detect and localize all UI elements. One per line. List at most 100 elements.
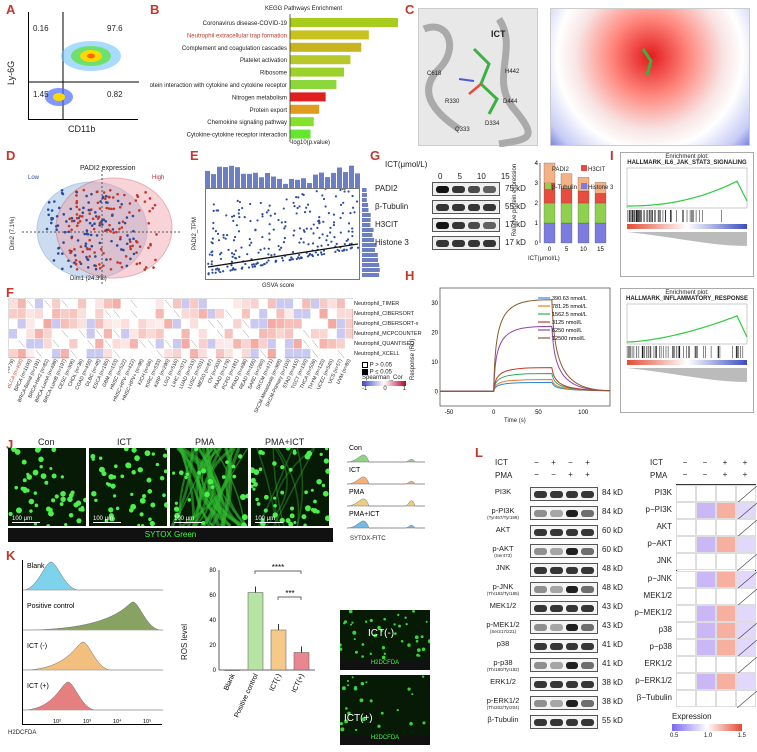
l-blot-image bbox=[530, 658, 598, 672]
g-stack-segment bbox=[577, 202, 590, 224]
ns-mark bbox=[173, 309, 181, 318]
scatter-point bbox=[312, 223, 315, 226]
scatter-point bbox=[210, 263, 213, 266]
ros-cell bbox=[344, 719, 348, 724]
cell-dot bbox=[231, 464, 236, 469]
ns-mark bbox=[35, 349, 43, 358]
l-band bbox=[549, 700, 563, 707]
marginal-bar bbox=[325, 177, 330, 188]
heatmap-cell bbox=[302, 309, 311, 319]
cell-dot bbox=[134, 455, 140, 461]
lh-cell bbox=[676, 638, 696, 656]
l-band bbox=[549, 510, 563, 517]
scatter-point bbox=[236, 199, 239, 202]
pca-point bbox=[131, 244, 134, 248]
ros-cell bbox=[420, 635, 424, 639]
pca-point bbox=[94, 255, 97, 258]
cell-dot bbox=[28, 498, 35, 505]
j-stain-bar: SYTOX Green bbox=[8, 528, 333, 542]
ns-mark bbox=[311, 349, 319, 358]
cell-dot bbox=[109, 515, 115, 522]
kegg-category-label: Platelet activation bbox=[240, 58, 287, 64]
cell-dot bbox=[48, 510, 54, 517]
cell-dot bbox=[258, 467, 263, 472]
kegg-category-label: Viral protein interaction with cytokine … bbox=[150, 83, 287, 89]
ros-stain-2: H2DCFDA bbox=[340, 735, 430, 745]
l-blot-label: p-AKT bbox=[492, 544, 514, 553]
cell-dot bbox=[115, 506, 120, 511]
ns-mark bbox=[208, 319, 215, 328]
lh-cell bbox=[676, 536, 696, 554]
g-stack-segment bbox=[594, 182, 607, 194]
scatter-point bbox=[229, 269, 232, 272]
heatmap-cell bbox=[198, 319, 207, 329]
cell-dot bbox=[140, 524, 145, 526]
scatter-point bbox=[345, 248, 348, 251]
scatter-point bbox=[326, 234, 329, 237]
ros-xtick: Blank bbox=[223, 672, 237, 691]
scatter-point bbox=[219, 270, 222, 274]
marginal-bar bbox=[362, 273, 380, 277]
l-blot-label: p-ERK1/2 bbox=[486, 696, 520, 705]
net-strand bbox=[195, 448, 232, 526]
cell-dot bbox=[201, 521, 206, 525]
scatter-point bbox=[241, 266, 244, 269]
pca-point bbox=[120, 226, 124, 229]
marginal-bar bbox=[277, 178, 282, 188]
residue-2: H442 bbox=[505, 69, 520, 75]
pca-point bbox=[118, 205, 122, 209]
marginal-bar bbox=[337, 167, 342, 188]
l-blot-image bbox=[530, 544, 598, 558]
heatmap-cell bbox=[285, 329, 294, 339]
lh-row-label: p−ERK1/2 bbox=[635, 676, 672, 686]
pca-point bbox=[105, 258, 108, 261]
lh-cell bbox=[676, 656, 696, 673]
cell-dot bbox=[38, 456, 44, 463]
pca-point bbox=[93, 251, 96, 254]
pca-point bbox=[81, 250, 85, 254]
ros-cell bbox=[400, 639, 404, 643]
g-ytick: 0 bbox=[535, 241, 539, 247]
scatter-point bbox=[234, 268, 237, 271]
cell-dot bbox=[325, 468, 329, 474]
kegg-bar bbox=[290, 42, 362, 52]
l-band bbox=[534, 529, 547, 536]
heatmap-cell bbox=[276, 349, 285, 359]
g-band bbox=[483, 222, 496, 229]
scatter-point bbox=[214, 230, 218, 233]
heatmap-cell bbox=[86, 319, 95, 329]
ros-cell bbox=[409, 722, 413, 726]
scatter-point bbox=[210, 251, 213, 254]
heatmap-cell bbox=[26, 349, 35, 359]
ns-mark bbox=[61, 299, 69, 308]
cell-dot bbox=[128, 507, 134, 513]
g-band bbox=[451, 186, 465, 193]
cell-dot bbox=[273, 504, 277, 508]
cell-dot bbox=[324, 448, 329, 451]
heatmap-cell bbox=[276, 329, 285, 339]
heatmap-cell bbox=[103, 349, 112, 359]
heatmap-cell bbox=[86, 329, 95, 339]
pca-point bbox=[151, 207, 155, 210]
ns-mark bbox=[104, 309, 112, 318]
gsea-rank-bar bbox=[627, 224, 747, 229]
cell-dot bbox=[184, 475, 188, 480]
cell-dot bbox=[288, 521, 294, 526]
cell-dot bbox=[324, 515, 329, 522]
scatter-point bbox=[261, 235, 264, 239]
scatter-point bbox=[305, 206, 308, 209]
scatter-point bbox=[263, 247, 266, 250]
pca-point bbox=[70, 216, 74, 220]
heatmap-cell bbox=[138, 319, 147, 329]
ros-cell bbox=[353, 687, 358, 691]
lh-colorbar bbox=[672, 724, 742, 731]
cell-dot bbox=[321, 483, 326, 488]
net-strand bbox=[296, 448, 304, 526]
pca-point bbox=[73, 254, 77, 257]
lh-diag bbox=[736, 639, 757, 658]
cell-dot bbox=[280, 465, 285, 470]
scatter-point bbox=[320, 244, 323, 247]
lh-sign: − bbox=[682, 458, 688, 467]
pca-point bbox=[99, 247, 103, 251]
scatter-point bbox=[318, 216, 321, 219]
